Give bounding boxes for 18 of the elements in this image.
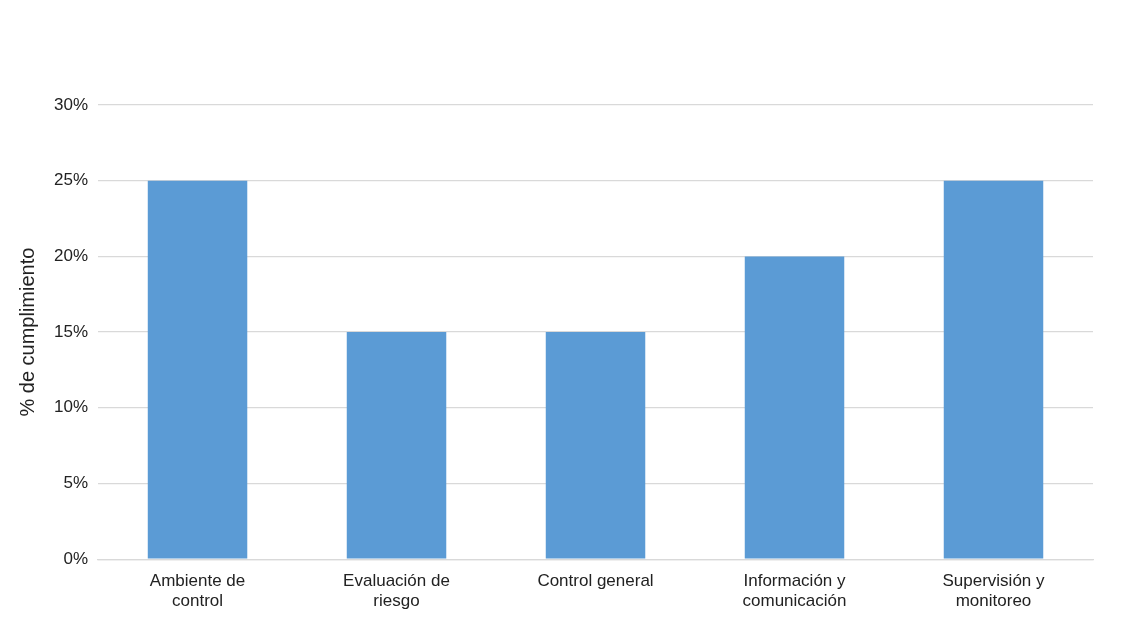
y-tick-label: 0% — [63, 548, 89, 568]
y-tick-label: 20% — [53, 246, 89, 266]
x-tick-label: Evaluación de riesgo — [343, 571, 450, 611]
bar — [346, 332, 447, 559]
y-tick-label: 30% — [53, 94, 89, 114]
y-tick-label: 25% — [53, 170, 89, 190]
y-tick-label: 5% — [63, 473, 89, 493]
bar — [147, 180, 248, 559]
x-tick-label: Supervisión y monitoreo — [942, 571, 1046, 611]
bar — [545, 332, 646, 559]
y-tick-label: 15% — [53, 321, 89, 341]
x-tick-label: Información y comunicación — [742, 571, 847, 611]
bar — [744, 256, 845, 559]
bar — [943, 180, 1044, 559]
y-tick-label: 10% — [53, 397, 89, 417]
x-tick-label: Ambiente de control — [149, 571, 246, 611]
y-axis-title: % de cumplimiento — [15, 247, 38, 417]
x-tick-label: Control general — [537, 571, 654, 591]
